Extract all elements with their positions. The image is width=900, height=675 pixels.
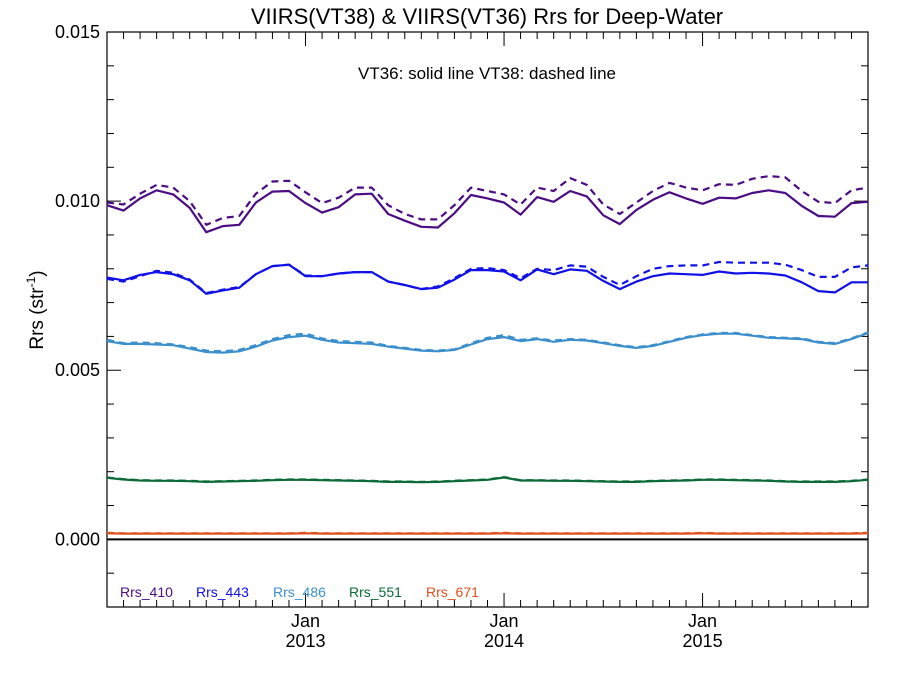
y-tick-label: 0.010 [55, 191, 100, 211]
legend-item-rrs-410: Rrs_410 [120, 584, 173, 600]
y-tick-label: 0.005 [55, 360, 100, 380]
legend: Rrs_410 Rrs_443 Rrs_486 Rrs_551 Rrs_671 [120, 584, 479, 600]
x-tick-label-year: 2014 [484, 631, 524, 651]
series-line-rrs-486-vt36 [106, 331, 869, 354]
svg-text:Rrs (str-1): Rrs (str-1) [24, 270, 48, 349]
legend-item-rrs-443: Rrs_443 [196, 584, 249, 600]
y-axis-label-close: ) [27, 270, 48, 276]
x-tick-label-month: Jan [291, 611, 320, 631]
series-lines [106, 175, 869, 535]
y-ticks: 0.000 0.005 0.010 0.015 [55, 22, 868, 608]
x-tick-label-month: Jan [490, 611, 519, 631]
series-line-rrs-486-vt38 [106, 331, 869, 353]
x-tick-label-year: 2015 [683, 631, 723, 651]
legend-item-rrs-486: Rrs_486 [273, 584, 326, 600]
y-axis-label-sup: -1 [24, 276, 38, 287]
y-tick-label: 0.015 [55, 22, 100, 42]
x-tick-label-month: Jan [688, 611, 717, 631]
legend-item-rrs-671: Rrs_671 [426, 584, 479, 600]
series-line-rrs-410-vt38 [106, 175, 869, 226]
series-line-rrs-443-vt38 [106, 260, 869, 295]
line-style-annotation: VT36: solid line VT38: dashed line [358, 64, 616, 83]
x-tick-label-year: 2013 [285, 631, 325, 651]
y-axis-label: Rrs (str-1) [24, 270, 48, 349]
y-tick-label: 0.000 [55, 529, 100, 549]
plot-frame [106, 31, 869, 608]
legend-item-rrs-551: Rrs_551 [349, 584, 402, 600]
y-axis-label-text: Rrs (str [27, 287, 48, 350]
chart-title: VIIRS(VT38) & VIIRS(VT36) Rrs for Deep-W… [251, 4, 723, 29]
series-line-rrs-551-vt38 [106, 476, 869, 483]
series-line-rrs-410-vt36 [106, 189, 869, 234]
plot-axes [106, 31, 869, 608]
